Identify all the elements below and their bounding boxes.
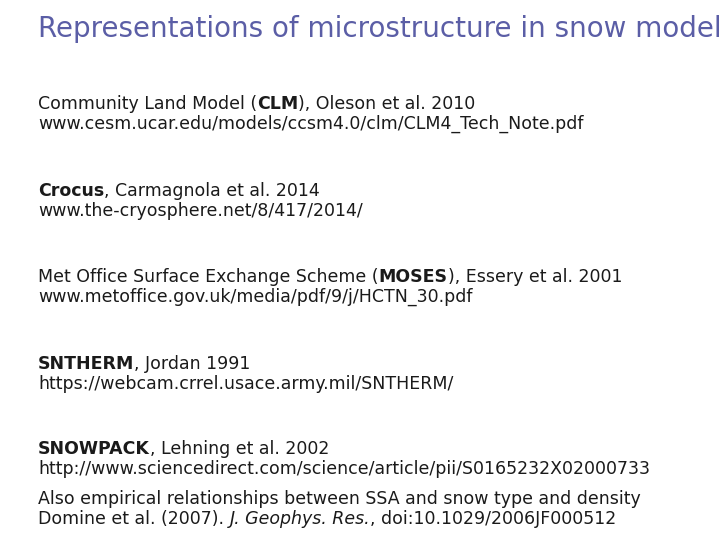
Text: , Carmagnola et al. 2014: , Carmagnola et al. 2014 xyxy=(104,182,320,200)
Text: ), Essery et al. 2001: ), Essery et al. 2001 xyxy=(448,268,622,286)
Text: SNTHERM: SNTHERM xyxy=(38,355,135,373)
Text: SNOWPACK: SNOWPACK xyxy=(38,440,150,458)
Text: Also empirical relationships between SSA and snow type and density: Also empirical relationships between SSA… xyxy=(38,490,641,508)
Text: J. Geophys. Res.: J. Geophys. Res. xyxy=(230,510,370,528)
Text: , doi:10.1029/2006JF000512: , doi:10.1029/2006JF000512 xyxy=(370,510,616,528)
Text: Met Office Surface Exchange Scheme (: Met Office Surface Exchange Scheme ( xyxy=(38,268,379,286)
Text: Crocus: Crocus xyxy=(38,182,104,200)
Text: MOSES: MOSES xyxy=(379,268,448,286)
Text: http://www.sciencedirect.com/science/article/pii/S0165232X02000733: http://www.sciencedirect.com/science/art… xyxy=(38,460,650,478)
Text: , Lehning et al. 2002: , Lehning et al. 2002 xyxy=(150,440,329,458)
Text: www.cesm.ucar.edu/models/ccsm4.0/clm/CLM4_Tech_Note.pdf: www.cesm.ucar.edu/models/ccsm4.0/clm/CLM… xyxy=(38,115,583,133)
Text: https://webcam.crrel.usace.army.mil/SNTHERM/: https://webcam.crrel.usace.army.mil/SNTH… xyxy=(38,375,454,393)
Text: www.metoffice.gov.uk/media/pdf/9/j/HCTN_30.pdf: www.metoffice.gov.uk/media/pdf/9/j/HCTN_… xyxy=(38,288,472,306)
Text: Representations of microstructure in snow models: Representations of microstructure in sno… xyxy=(38,15,720,43)
Text: , Jordan 1991: , Jordan 1991 xyxy=(135,355,251,373)
Text: CLM: CLM xyxy=(257,95,298,113)
Text: www.the-cryosphere.net/8/417/2014/: www.the-cryosphere.net/8/417/2014/ xyxy=(38,202,363,220)
Text: ), Oleson et al. 2010: ), Oleson et al. 2010 xyxy=(298,95,476,113)
Text: Community Land Model (: Community Land Model ( xyxy=(38,95,257,113)
Text: Domine et al. (2007).: Domine et al. (2007). xyxy=(38,510,230,528)
